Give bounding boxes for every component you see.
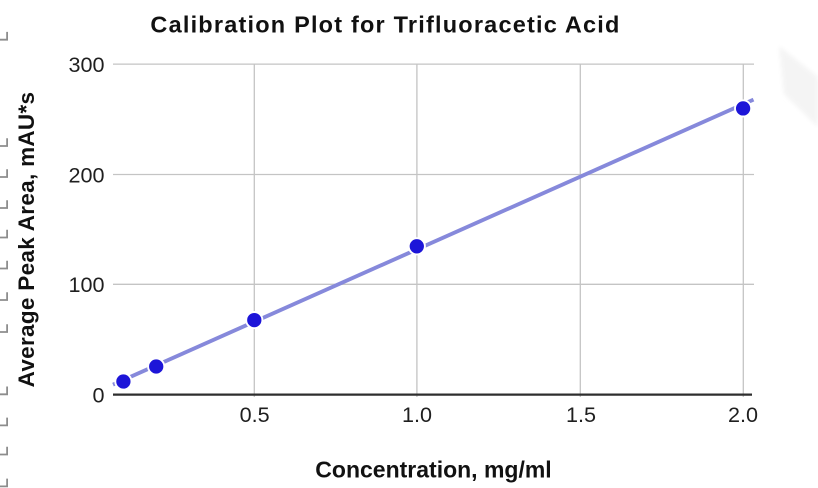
svg-text:Calibration Plot for Trifluora: Calibration Plot for Trifluoracetic Acid: [150, 12, 620, 38]
svg-text:300: 300: [68, 52, 104, 77]
svg-text:200: 200: [68, 162, 104, 187]
svg-text:Average Peak Area, mAU*s: Average Peak Area, mAU*s: [14, 92, 39, 388]
svg-text:0: 0: [92, 383, 104, 408]
svg-text:1.0: 1.0: [402, 402, 432, 427]
svg-text:0.5: 0.5: [240, 402, 270, 427]
svg-text:100: 100: [68, 272, 104, 297]
svg-text:1.5: 1.5: [566, 402, 596, 427]
svg-text:Concentration, mg/ml: Concentration, mg/ml: [315, 457, 551, 483]
svg-text:2.0: 2.0: [728, 402, 758, 427]
